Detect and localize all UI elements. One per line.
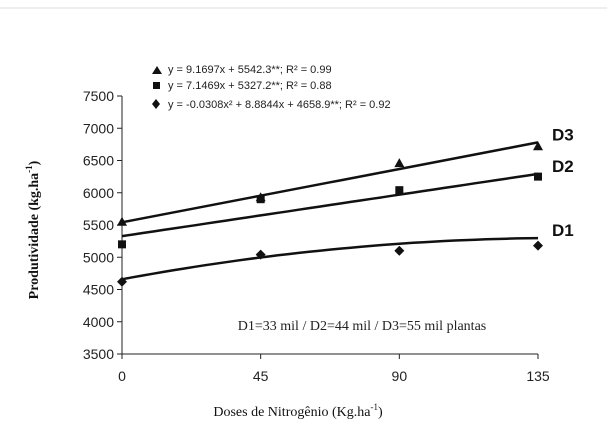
data-point-d2 — [534, 172, 542, 181]
y-tick-label: 4000 — [83, 314, 114, 330]
data-point-d2 — [395, 186, 404, 195]
y-axis-label: Produtividade (kg.ha-1) — [24, 160, 42, 299]
data-point-d3 — [533, 141, 543, 151]
data-point-d2 — [256, 195, 265, 204]
legend-marker-d1 — [152, 99, 160, 109]
x-axis-label: Doses de Nitrogênio (Kg.ha-1) — [213, 402, 383, 420]
y-tick-label: 6500 — [83, 153, 114, 169]
y-tick-label: 4500 — [83, 282, 114, 298]
series-label-d1: D1 — [552, 221, 574, 240]
y-tick-label: 7000 — [83, 120, 114, 136]
trend-line-d3 — [121, 141, 539, 224]
data-point-d3 — [117, 216, 127, 226]
legend-marker-d2 — [153, 82, 160, 89]
data-point-d1 — [533, 240, 543, 251]
x-tick-label: 45 — [253, 368, 269, 384]
plant-density-note: D1=33 mil / D2=44 mil / D3=55 mil planta… — [238, 319, 486, 334]
series-label-d3: D3 — [552, 125, 574, 144]
legend-marker-d3 — [152, 66, 162, 74]
data-point-d3 — [394, 158, 405, 168]
data-point-d1 — [255, 249, 266, 260]
y-tick-label: 5000 — [83, 249, 114, 265]
data-point-d1 — [117, 276, 127, 287]
legend-equation-d2: y = 7.1469x + 5327.2**; R² = 0.88 — [168, 80, 332, 92]
series-label-d2: D2 — [552, 157, 574, 176]
x-tick-label: 90 — [392, 368, 408, 384]
x-tick-label: 135 — [526, 368, 550, 384]
y-tick-label: 6000 — [83, 185, 114, 201]
trend-line-d1 — [121, 236, 539, 281]
legend-equation-d1: y = -0.0308x² + 8.8844x + 4658.9**; R² =… — [168, 99, 391, 111]
y-tick-label: 5500 — [83, 217, 114, 233]
legend: y = 9.1697x + 5542.3**; R² = 0.99 y = 7.… — [152, 64, 391, 111]
data-point-d2 — [118, 240, 126, 249]
x-tick-label: 0 — [118, 368, 126, 384]
y-tick-label: 3500 — [83, 346, 114, 362]
legend-equation-d3: y = 9.1697x + 5542.3**; R² = 0.99 — [168, 64, 332, 76]
data-point-d1 — [394, 245, 405, 256]
y-tick-label: 7500 — [83, 88, 114, 104]
trend-line-d2 — [121, 172, 539, 238]
